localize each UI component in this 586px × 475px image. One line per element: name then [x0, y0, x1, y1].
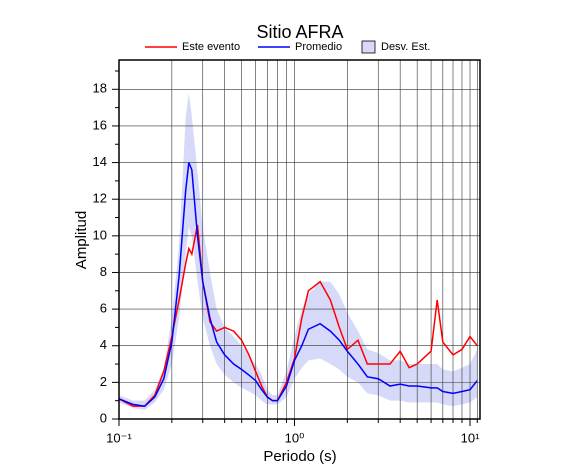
std-band [119, 92, 478, 410]
y-tick-label: 16 [93, 117, 107, 132]
y-tick-label: 18 [93, 81, 107, 96]
legend-swatch [361, 40, 376, 54]
series-line [118, 162, 478, 407]
y-tick-label: 2 [100, 374, 107, 389]
plot-frame [118, 59, 481, 420]
legend-label: Desv. Est. [381, 41, 430, 53]
y-axis-label: Amplitud [73, 211, 90, 269]
y-tick-label: 0 [100, 410, 107, 425]
x-tick-label: 10¹ [461, 430, 480, 445]
legend-label: Promedio [295, 41, 342, 53]
x-tick-label: 10⁻¹ [106, 430, 132, 445]
y-tick-label: 12 [93, 191, 107, 206]
x-tick-label: 10⁰ [285, 430, 305, 445]
y-tick-label: 8 [100, 264, 107, 279]
y-tick-label: 4 [100, 337, 107, 352]
x-axis-label: Periodo (s) [263, 448, 336, 465]
y-tick-label: 10 [93, 227, 107, 242]
chart-title: Sitio AFRA [256, 22, 343, 42]
y-tick-label: 6 [100, 301, 107, 316]
y-tick-label: 14 [93, 154, 107, 169]
legend-label: Este evento [182, 41, 240, 53]
